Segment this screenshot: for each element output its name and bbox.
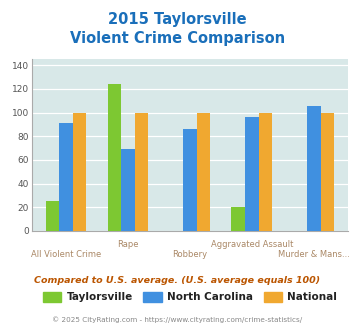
Bar [73, 113, 87, 231]
Bar [135, 113, 148, 231]
Bar [321, 113, 334, 231]
Text: Rape: Rape [117, 241, 139, 249]
Text: Compared to U.S. average. (U.S. average equals 100): Compared to U.S. average. (U.S. average … [34, 276, 321, 284]
Text: 2015 Taylorsville: 2015 Taylorsville [108, 12, 247, 26]
Bar [108, 84, 121, 231]
Bar [231, 207, 245, 231]
Bar [259, 113, 272, 231]
Bar [197, 113, 211, 231]
Legend: Taylorsville, North Carolina, National: Taylorsville, North Carolina, National [38, 288, 342, 307]
Text: Aggravated Assault: Aggravated Assault [211, 241, 293, 249]
Bar [307, 106, 321, 231]
Text: Violent Crime Comparison: Violent Crime Comparison [70, 31, 285, 46]
Text: © 2025 CityRating.com - https://www.cityrating.com/crime-statistics/: © 2025 CityRating.com - https://www.city… [53, 317, 302, 323]
Text: Robbery: Robbery [173, 250, 207, 259]
Bar [183, 129, 197, 231]
Bar [245, 117, 259, 231]
Bar [121, 149, 135, 231]
Bar [59, 123, 73, 231]
Text: All Violent Crime: All Violent Crime [31, 250, 101, 259]
Bar [45, 201, 59, 231]
Text: Murder & Mans...: Murder & Mans... [278, 250, 350, 259]
